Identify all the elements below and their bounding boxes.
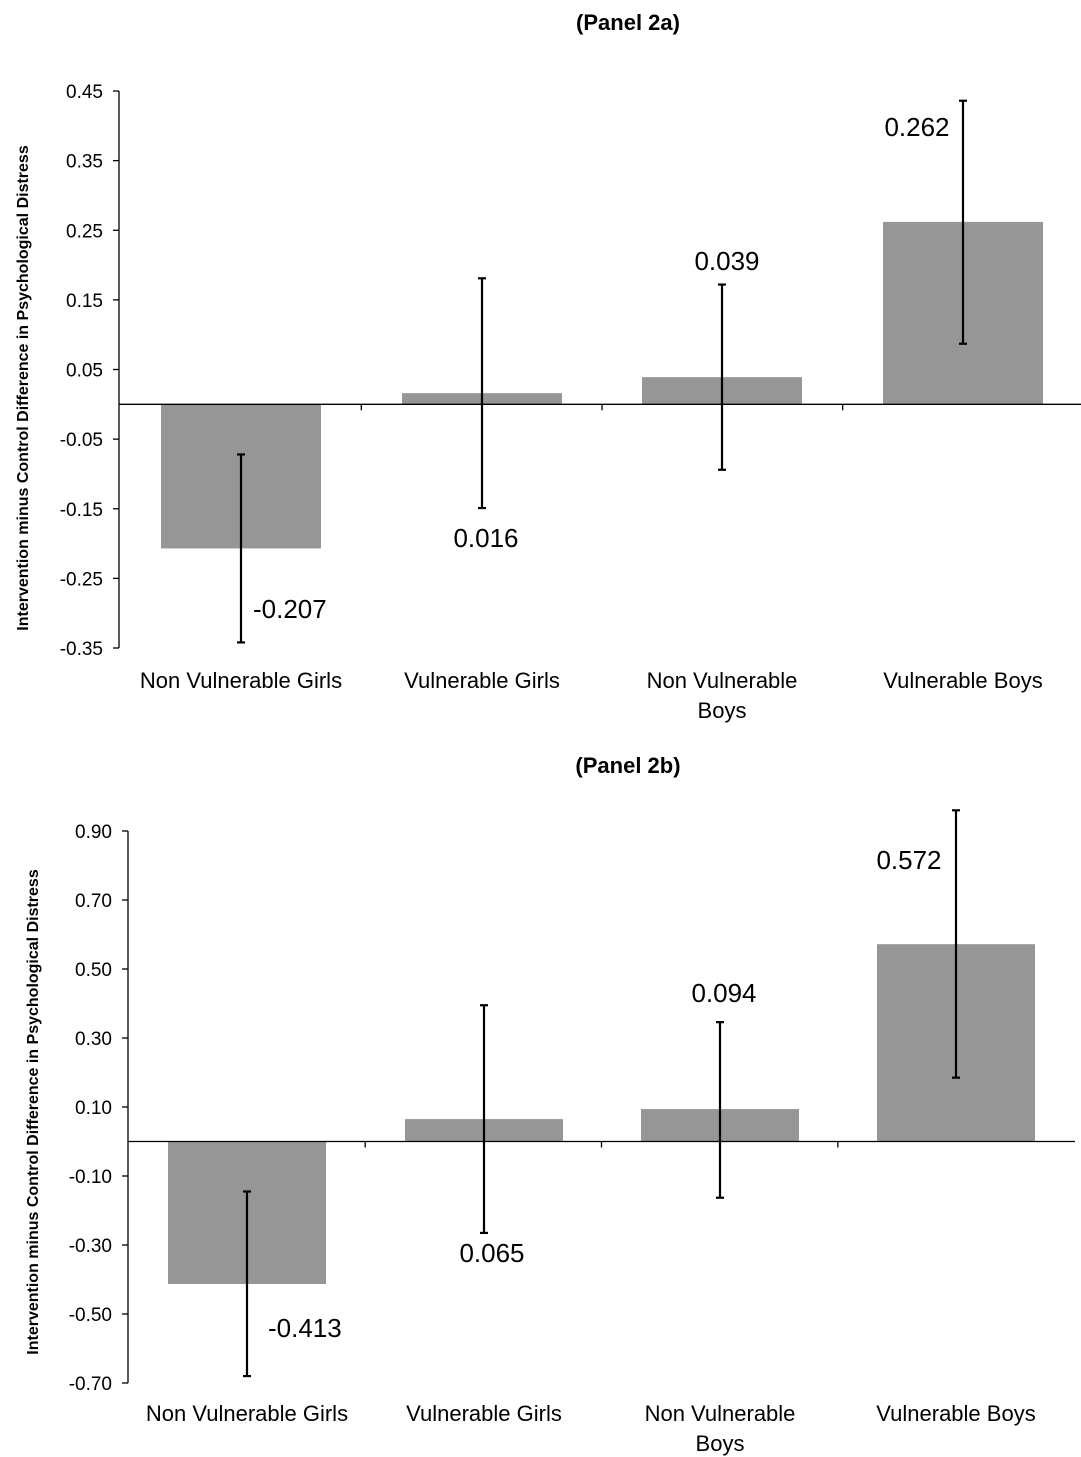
data-label: -0.207 — [253, 594, 327, 624]
x-category-label: Non Vulnerable Boys — [645, 1401, 796, 1456]
data-label: 0.262 — [884, 112, 949, 142]
x-category-label: Vulnerable Girls — [406, 1401, 562, 1426]
y-tick-label: 0.45 — [66, 82, 103, 103]
x-category-label-line: Non Vulnerable — [647, 668, 798, 693]
panel-2a: (Panel 2a) Intervention minus Control Dif… — [15, 10, 1081, 723]
y-tick-label: 0.50 — [75, 960, 112, 981]
y-tick-label: -0.15 — [60, 500, 103, 521]
y-tick-label: 0.35 — [66, 152, 103, 173]
y-tick-label: -0.50 — [69, 1305, 112, 1326]
y-tick-label: -0.10 — [69, 1167, 112, 1188]
data-label: 0.016 — [453, 523, 518, 553]
x-category-label: Non Vulnerable Boys — [647, 668, 798, 723]
x-category-label: Non Vulnerable Girls — [140, 668, 342, 693]
y-tick-label: 0.10 — [75, 1098, 112, 1119]
y-axis-label: Intervention minus Control Difference in… — [25, 869, 42, 1355]
y-axis-label: Intervention minus Control Difference in… — [15, 145, 32, 631]
chart-title: (Panel 2b) — [575, 753, 680, 778]
data-label: 0.039 — [694, 246, 759, 276]
x-category-label: Vulnerable Boys — [883, 668, 1042, 693]
x-category-label-line: Non Vulnerable Girls — [140, 668, 342, 693]
x-category-label-line: Vulnerable Boys — [876, 1401, 1035, 1426]
y-tick-label: 0.15 — [66, 291, 103, 312]
data-label: 0.572 — [876, 845, 941, 875]
x-category-label: Vulnerable Girls — [404, 668, 560, 693]
y-tick-label: 0.90 — [75, 822, 112, 843]
x-category-label-line: Vulnerable Girls — [404, 668, 560, 693]
chart-title: (Panel 2a) — [576, 10, 680, 35]
x-category-label: Non Vulnerable Girls — [146, 1401, 348, 1426]
x-category-label-line: Non Vulnerable Girls — [146, 1401, 348, 1426]
panel-2b: (Panel 2b) Intervention minus Control Dif… — [25, 753, 1075, 1456]
x-category-label: Vulnerable Boys — [876, 1401, 1035, 1426]
y-tick-label: -0.70 — [69, 1374, 112, 1395]
data-label: 0.065 — [459, 1238, 524, 1268]
data-label: -0.413 — [268, 1313, 342, 1343]
y-tick-label: -0.25 — [60, 569, 103, 590]
y-tick-label: -0.35 — [60, 639, 103, 660]
x-category-label-line: Vulnerable Girls — [406, 1401, 562, 1426]
y-tick-label: 0.30 — [75, 1029, 112, 1050]
y-tick-label: 0.25 — [66, 221, 103, 242]
y-tick-label: 0.70 — [75, 891, 112, 912]
x-category-label-line: Non Vulnerable — [645, 1401, 796, 1426]
x-category-label-line: Boys — [698, 698, 747, 723]
y-tick-label: -0.05 — [60, 430, 103, 451]
x-category-label-line: Vulnerable Boys — [883, 668, 1042, 693]
y-tick-label: -0.30 — [69, 1236, 112, 1257]
x-category-label-line: Boys — [696, 1431, 745, 1456]
data-label: 0.094 — [691, 978, 756, 1008]
y-tick-label: 0.05 — [66, 361, 103, 382]
